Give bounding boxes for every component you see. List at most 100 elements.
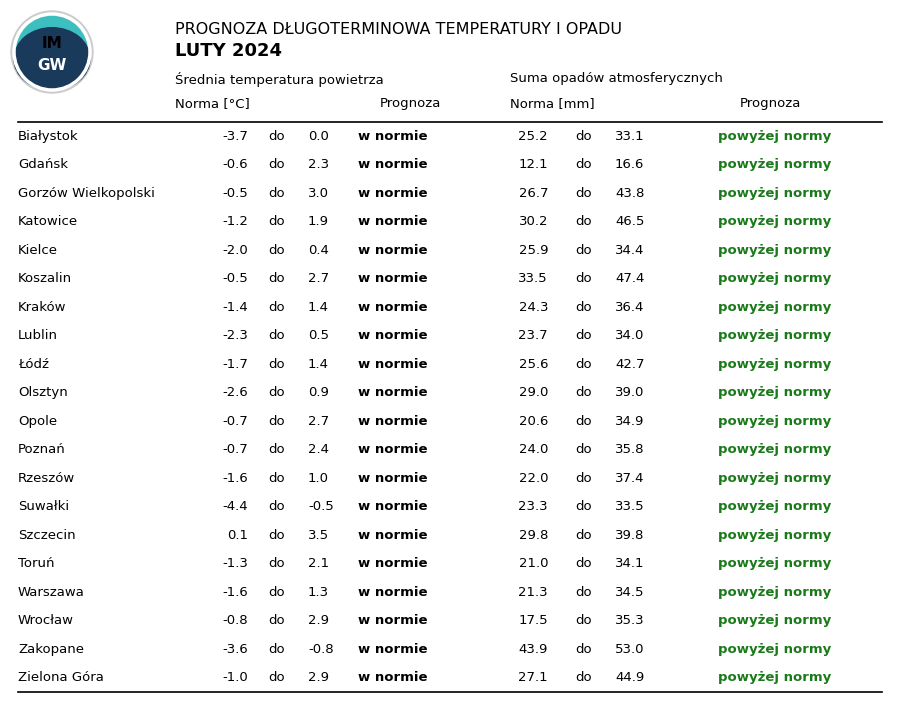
Text: powyżej normy: powyżej normy xyxy=(718,671,832,684)
Text: -3.6: -3.6 xyxy=(222,643,248,656)
Text: w normie: w normie xyxy=(358,557,428,571)
Text: -1.4: -1.4 xyxy=(222,300,248,314)
Text: do: do xyxy=(268,643,284,656)
Text: 2.3: 2.3 xyxy=(308,158,329,171)
Text: w normie: w normie xyxy=(358,158,428,171)
Text: -1.6: -1.6 xyxy=(222,586,248,599)
Text: -1.7: -1.7 xyxy=(222,358,248,370)
Text: 47.4: 47.4 xyxy=(615,272,644,285)
Text: Poznań: Poznań xyxy=(18,443,66,456)
Text: -1.3: -1.3 xyxy=(222,557,248,571)
Text: Opole: Opole xyxy=(18,415,57,428)
Text: do: do xyxy=(575,443,591,456)
Text: -3.7: -3.7 xyxy=(222,130,248,143)
Text: powyżej normy: powyżej normy xyxy=(718,443,832,456)
Text: 34.9: 34.9 xyxy=(615,415,644,428)
Text: w normie: w normie xyxy=(358,671,428,684)
Text: 2.4: 2.4 xyxy=(308,443,329,456)
Text: 43.8: 43.8 xyxy=(615,187,644,200)
Text: Lublin: Lublin xyxy=(18,329,58,342)
Text: powyżej normy: powyżej normy xyxy=(718,244,832,257)
Text: -0.8: -0.8 xyxy=(222,614,248,627)
Text: 16.6: 16.6 xyxy=(615,158,644,171)
Text: Prognoza: Prognoza xyxy=(380,97,441,110)
Text: do: do xyxy=(268,300,284,314)
Text: -1.6: -1.6 xyxy=(222,472,248,485)
Text: w normie: w normie xyxy=(358,443,428,456)
Text: w normie: w normie xyxy=(358,472,428,485)
Text: -0.7: -0.7 xyxy=(222,443,248,456)
Text: 24.3: 24.3 xyxy=(518,300,548,314)
Text: Kielce: Kielce xyxy=(18,244,58,257)
Text: powyżej normy: powyżej normy xyxy=(718,300,832,314)
Text: 1.4: 1.4 xyxy=(308,300,329,314)
Text: powyżej normy: powyżej normy xyxy=(718,557,832,571)
Ellipse shape xyxy=(14,28,90,90)
Text: 33.5: 33.5 xyxy=(518,272,548,285)
Text: Toruń: Toruń xyxy=(18,557,55,571)
Text: 0.5: 0.5 xyxy=(308,329,329,342)
Text: 36.4: 36.4 xyxy=(615,300,644,314)
Text: 2.7: 2.7 xyxy=(308,272,329,285)
Text: powyżej normy: powyżej normy xyxy=(718,472,832,485)
Text: Prognoza: Prognoza xyxy=(740,97,801,110)
Text: w normie: w normie xyxy=(358,358,428,370)
Text: Szczecin: Szczecin xyxy=(18,529,76,542)
Text: 43.9: 43.9 xyxy=(518,643,548,656)
Text: 53.0: 53.0 xyxy=(615,643,644,656)
Text: 34.5: 34.5 xyxy=(615,586,644,599)
Text: 12.1: 12.1 xyxy=(518,158,548,171)
Text: powyżej normy: powyżej normy xyxy=(718,187,832,200)
Text: 2.1: 2.1 xyxy=(308,557,329,571)
Text: do: do xyxy=(575,501,591,513)
Text: do: do xyxy=(268,329,284,342)
Text: 21.3: 21.3 xyxy=(518,586,548,599)
Text: 25.6: 25.6 xyxy=(518,358,548,370)
Text: do: do xyxy=(268,358,284,370)
Text: 3.0: 3.0 xyxy=(308,187,329,200)
Text: powyżej normy: powyżej normy xyxy=(718,272,832,285)
Text: Białystok: Białystok xyxy=(18,130,78,143)
Text: -2.3: -2.3 xyxy=(222,329,248,342)
Text: -4.4: -4.4 xyxy=(222,501,248,513)
Text: GW: GW xyxy=(37,59,67,74)
Text: -0.6: -0.6 xyxy=(222,158,248,171)
Text: 1.0: 1.0 xyxy=(308,472,329,485)
Text: w normie: w normie xyxy=(358,415,428,428)
Text: 35.8: 35.8 xyxy=(615,443,644,456)
Text: 35.3: 35.3 xyxy=(615,614,644,627)
Text: 1.9: 1.9 xyxy=(308,215,329,228)
Text: 0.4: 0.4 xyxy=(308,244,328,257)
Text: 2.9: 2.9 xyxy=(308,614,329,627)
Text: 25.2: 25.2 xyxy=(518,130,548,143)
Text: 3.5: 3.5 xyxy=(308,529,329,542)
Text: 34.1: 34.1 xyxy=(615,557,644,571)
Text: powyżej normy: powyżej normy xyxy=(718,329,832,342)
Text: Kraków: Kraków xyxy=(18,300,67,314)
Text: do: do xyxy=(268,472,284,485)
Text: Suwałki: Suwałki xyxy=(18,501,69,513)
Text: 0.0: 0.0 xyxy=(308,130,328,143)
Text: powyżej normy: powyżej normy xyxy=(718,415,832,428)
Text: 29.8: 29.8 xyxy=(518,529,548,542)
Text: do: do xyxy=(268,614,284,627)
Text: do: do xyxy=(575,472,591,485)
Text: -0.7: -0.7 xyxy=(222,415,248,428)
Text: 30.2: 30.2 xyxy=(518,215,548,228)
Text: w normie: w normie xyxy=(358,130,428,143)
Text: do: do xyxy=(575,272,591,285)
Text: powyżej normy: powyżej normy xyxy=(718,358,832,370)
Text: do: do xyxy=(575,158,591,171)
Text: -2.6: -2.6 xyxy=(222,386,248,399)
Text: Norma [°C]: Norma [°C] xyxy=(175,97,250,110)
Text: do: do xyxy=(575,586,591,599)
Ellipse shape xyxy=(11,11,93,93)
Text: do: do xyxy=(268,158,284,171)
Text: powyżej normy: powyżej normy xyxy=(718,586,832,599)
Text: -0.5: -0.5 xyxy=(308,501,334,513)
Text: Zielona Góra: Zielona Góra xyxy=(18,671,104,684)
Text: Wrocław: Wrocław xyxy=(18,614,74,627)
Text: Zakopane: Zakopane xyxy=(18,643,84,656)
Text: do: do xyxy=(268,130,284,143)
Text: powyżej normy: powyżej normy xyxy=(718,643,832,656)
